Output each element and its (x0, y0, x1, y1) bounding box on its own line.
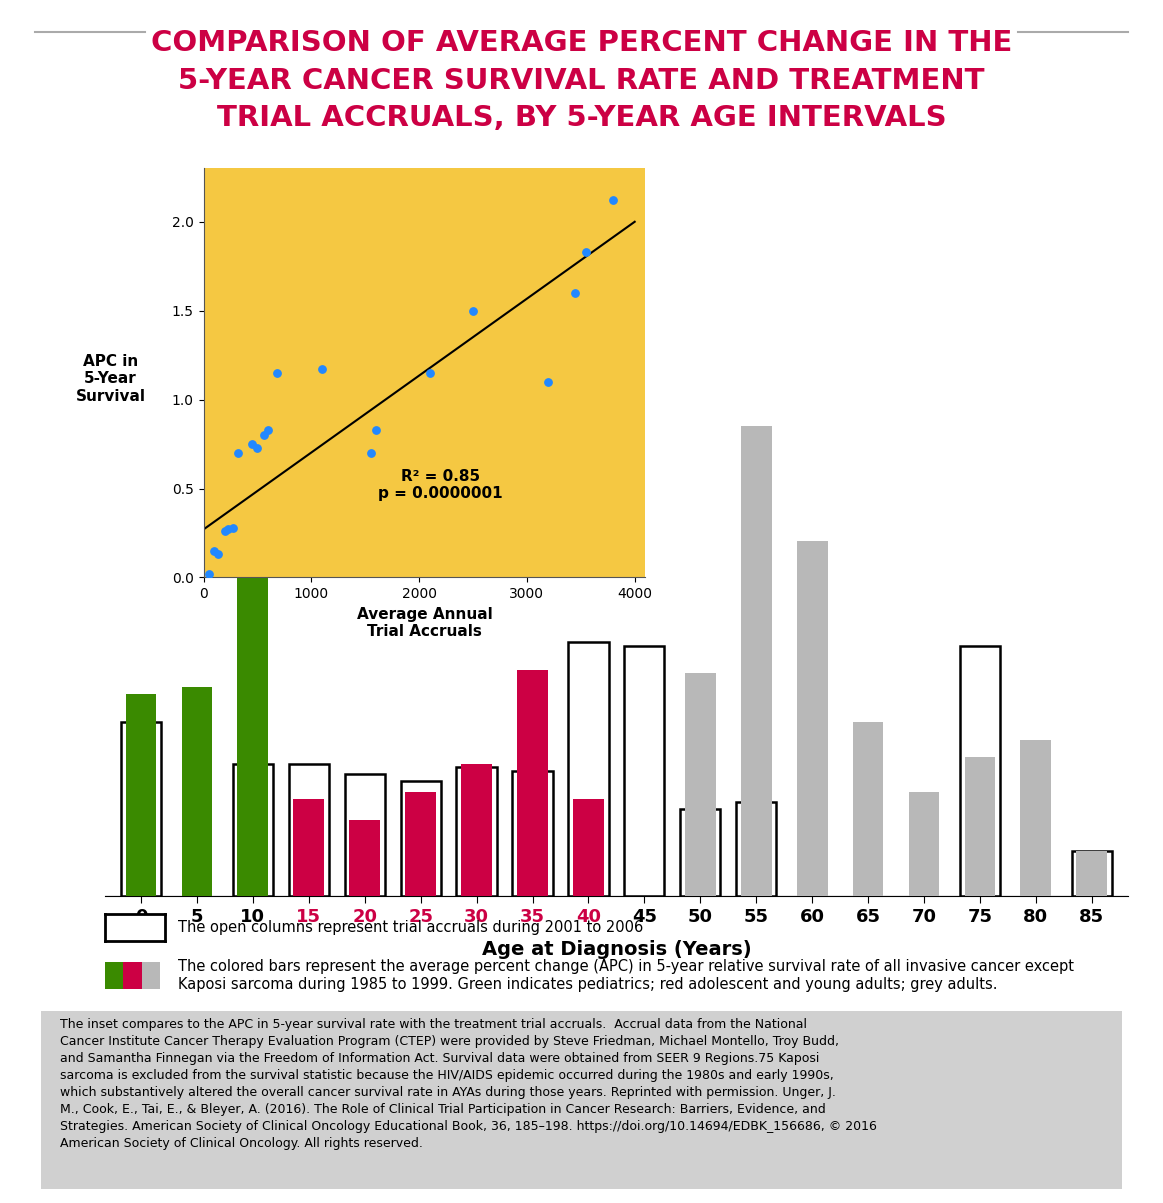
Bar (518, 670, 548, 896)
Point (566, 283, 585, 302)
Bar (126, 694, 156, 896)
Bar (400, 781, 441, 896)
Bar (181, 687, 213, 896)
X-axis label: Average Annual
Trial Accruals: Average Annual Trial Accruals (357, 606, 492, 639)
Bar (908, 792, 940, 896)
Bar (625, 646, 664, 896)
Bar (736, 802, 777, 896)
Bar (741, 426, 771, 896)
Point (464, 301, 483, 320)
Bar (462, 764, 492, 896)
Bar (344, 775, 385, 896)
Text: R² = 0.85
p = 0.0000001: R² = 0.85 p = 0.0000001 (378, 469, 502, 502)
Point (219, 520, 237, 539)
Point (259, 420, 278, 439)
Point (366, 420, 385, 439)
Point (313, 360, 331, 379)
Text: TRIAL ACCRUALS, BY 5-YEAR AGE INTERVALS: TRIAL ACCRUALS, BY 5-YEAR AGE INTERVALS (216, 103, 947, 132)
Text: The inset compares to the APC in 5-year survival rate with the treatment trial a: The inset compares to the APC in 5-year … (60, 1018, 877, 1150)
Text: 5-YEAR CANCER SURVIVAL RATE AND TREATMENT: 5-YEAR CANCER SURVIVAL RATE AND TREATMEN… (178, 66, 985, 95)
Point (540, 372, 558, 391)
Bar (680, 810, 720, 896)
Point (223, 518, 242, 538)
Bar (573, 799, 604, 896)
X-axis label: Age at Diagnosis (Years): Age at Diagnosis (Years) (481, 940, 751, 959)
Point (200, 564, 219, 583)
Bar (964, 757, 996, 896)
Bar (1071, 851, 1112, 896)
Point (229, 444, 248, 463)
Point (208, 545, 227, 564)
Bar (456, 768, 497, 896)
Point (205, 541, 223, 561)
Point (248, 438, 266, 457)
Bar (233, 764, 273, 896)
Point (577, 242, 595, 261)
Bar (569, 642, 608, 896)
Bar (293, 799, 324, 896)
Text: The open columns represent trial accruals during 2001 to 2006: The open columns represent trial accrual… (178, 920, 643, 935)
Point (255, 426, 273, 445)
Bar (797, 541, 828, 896)
Bar (405, 792, 436, 896)
Bar (513, 771, 552, 896)
Bar (121, 722, 162, 896)
Text: APC in
5-Year
Survival: APC in 5-Year Survival (76, 354, 145, 404)
Point (267, 363, 286, 383)
Text: COMPARISON OF AVERAGE PERCENT CHANGE IN THE: COMPARISON OF AVERAGE PERCENT CHANGE IN … (151, 29, 1012, 58)
Bar (1020, 740, 1051, 896)
Point (604, 191, 622, 211)
Bar (852, 722, 884, 896)
Point (243, 434, 262, 454)
Text: The colored bars represent the average percent change (APC) in 5-year relative s: The colored bars represent the average p… (178, 960, 1073, 991)
Bar (1077, 851, 1107, 896)
Point (216, 522, 235, 541)
Point (421, 363, 440, 383)
Point (362, 444, 380, 463)
Bar (237, 531, 269, 896)
Bar (349, 819, 380, 896)
Bar (685, 674, 715, 896)
Bar (959, 646, 1000, 896)
Bar (288, 764, 329, 896)
